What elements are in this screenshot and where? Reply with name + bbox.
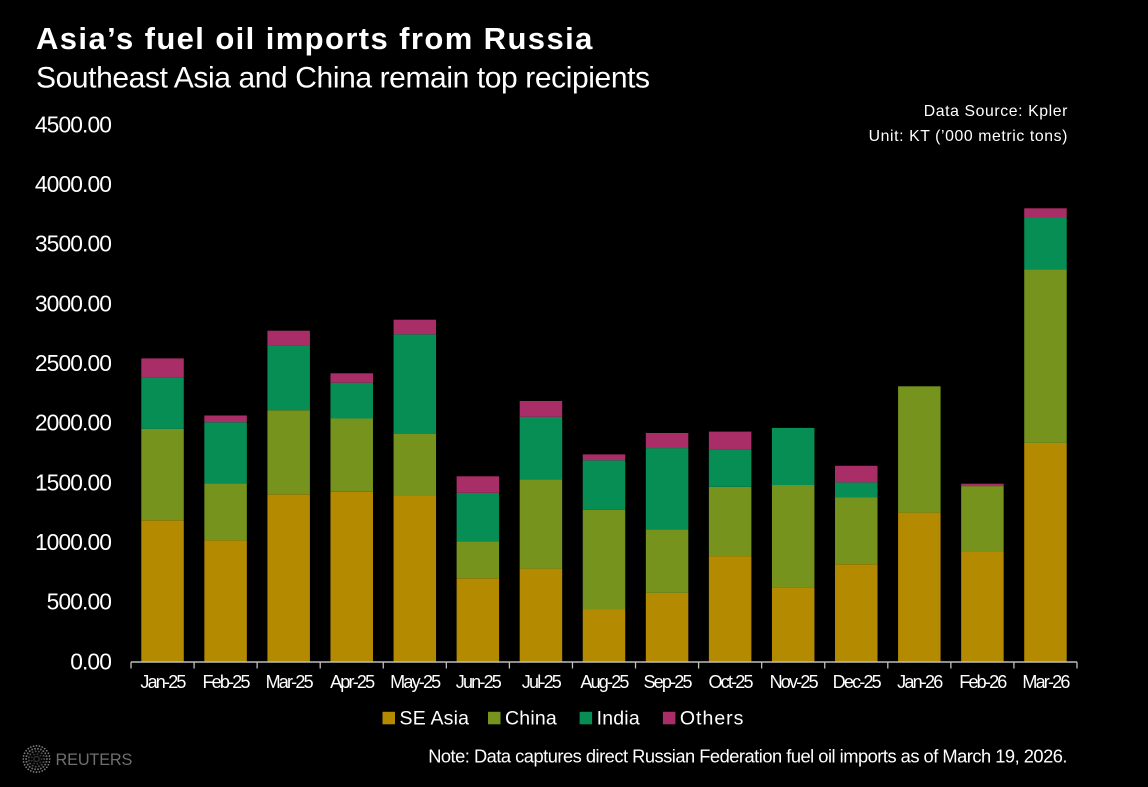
svg-text:Feb-25: Feb-25 (202, 672, 250, 692)
svg-text:Jan-25: Jan-25 (140, 672, 186, 692)
svg-text:Mar-26: Mar-26 (1022, 672, 1070, 692)
svg-text:Unit: KT (’000 metric tons): Unit: KT (’000 metric tons) (869, 128, 1068, 145)
svg-text:4000.00: 4000.00 (35, 171, 111, 197)
svg-text:Jul-25: Jul-25 (522, 672, 562, 692)
svg-text:Sep-25: Sep-25 (643, 672, 692, 692)
svg-text:Dec-25: Dec-25 (833, 672, 882, 692)
svg-text:0.00: 0.00 (70, 648, 111, 674)
svg-text:1500.00: 1500.00 (35, 469, 111, 495)
svg-text:Aug-25: Aug-25 (580, 672, 629, 692)
svg-text:Mar-25: Mar-25 (266, 672, 314, 692)
svg-text:4500.00: 4500.00 (35, 111, 111, 137)
svg-text:1000.00: 1000.00 (35, 529, 111, 555)
svg-text:Jun-25: Jun-25 (456, 672, 502, 692)
svg-text:500.00: 500.00 (47, 589, 112, 615)
svg-text:Southeast Asia and China remai: Southeast Asia and China remain top reci… (36, 62, 650, 95)
svg-text:2000.00: 2000.00 (35, 410, 111, 436)
svg-text:Data Source: Kpler: Data Source: Kpler (924, 103, 1068, 120)
svg-text:REUTERS: REUTERS (56, 751, 133, 769)
svg-text:3000.00: 3000.00 (35, 290, 111, 316)
svg-text:Nov-25: Nov-25 (770, 672, 819, 692)
svg-text:China: China (505, 708, 557, 730)
svg-text:May-25: May-25 (390, 672, 441, 692)
svg-text:Feb-26: Feb-26 (959, 672, 1007, 692)
svg-text:2500.00: 2500.00 (35, 350, 111, 376)
svg-text:Jan-26: Jan-26 (897, 672, 943, 692)
svg-text:3500.00: 3500.00 (35, 231, 111, 257)
svg-text:Others: Others (680, 708, 745, 730)
svg-text:Apr-25: Apr-25 (330, 672, 375, 692)
svg-text:Note: Data captures direct Rus: Note: Data captures direct Russian Feder… (428, 746, 1067, 767)
svg-text:SE Asia: SE Asia (400, 708, 470, 730)
svg-text:Asia’s fuel oil imports from R: Asia’s fuel oil imports from Russia (36, 21, 594, 56)
svg-text:India: India (597, 708, 640, 730)
svg-text:Oct-25: Oct-25 (708, 672, 753, 692)
